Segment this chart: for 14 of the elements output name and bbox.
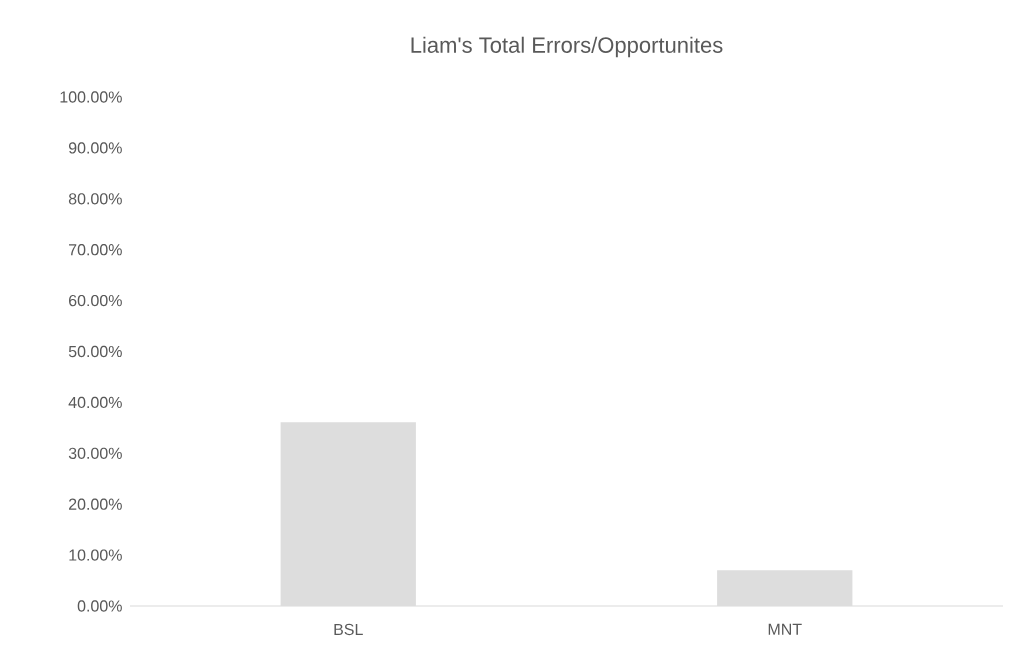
y-tick-label: 70.00%	[69, 244, 122, 256]
y-tick-label: 20.00%	[69, 498, 122, 510]
y-tick-label: 30.00%	[68, 447, 122, 459]
y-tick-label: 0.00%	[77, 600, 122, 612]
y-tick-label: 90.00%	[68, 142, 122, 154]
x-tick-label: MNT	[768, 623, 802, 635]
y-tick-label: 40.00%	[68, 396, 122, 409]
y-tick-label: 80.00%	[68, 193, 122, 205]
y-tick-label: 100.00%	[60, 91, 122, 103]
y-tick-label: 50.00%	[68, 345, 122, 358]
chart-title: Liam's Total Errors/Opportunites	[411, 36, 723, 58]
x-tick-label: BSL	[334, 623, 363, 636]
y-tick-label: 10.00%	[69, 549, 122, 561]
y-tick-label: 60.00%	[69, 294, 122, 307]
